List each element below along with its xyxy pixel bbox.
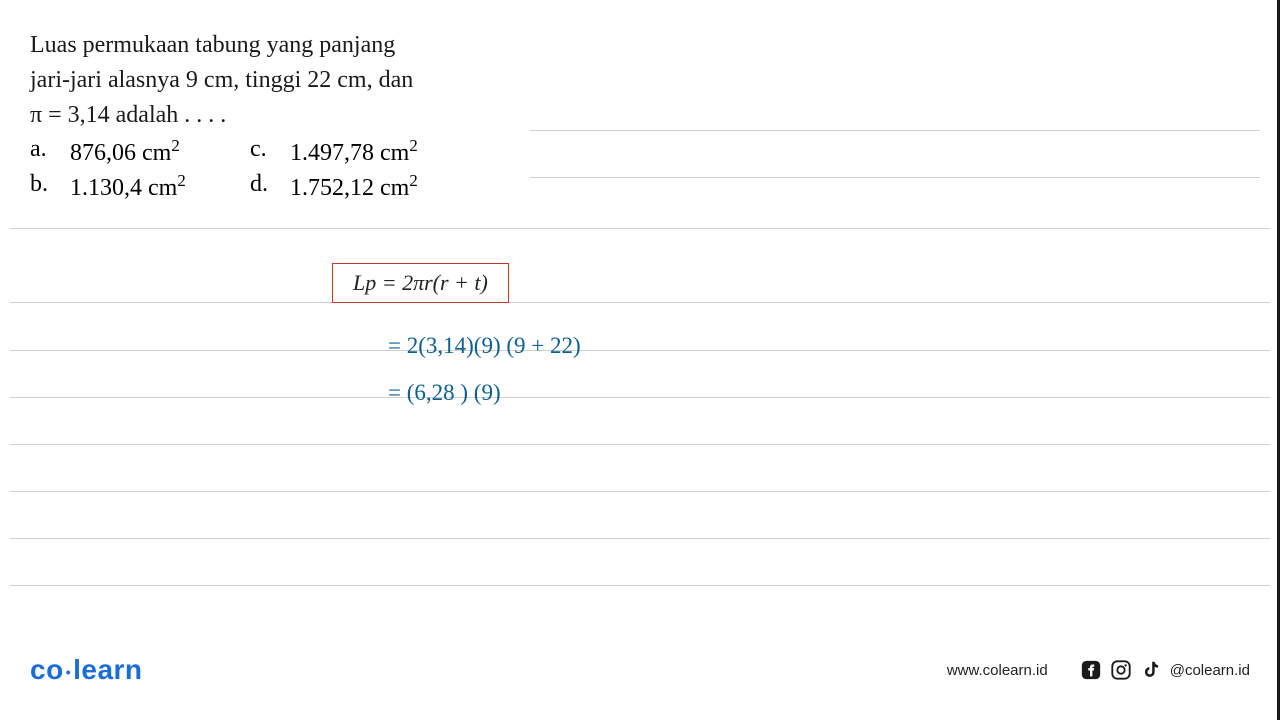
ruled-line xyxy=(10,538,1270,539)
ruled-line xyxy=(10,397,1270,398)
option-d: d. 1.752,12 cm2 xyxy=(250,171,510,202)
logo-co: co xyxy=(30,654,64,685)
option-a-label: a. xyxy=(30,136,54,167)
social-group: @colearn.id xyxy=(1080,659,1250,681)
handwriting-line-2: = (6,28 ) (9) xyxy=(388,380,501,406)
ruled-line xyxy=(10,350,1270,351)
page-root: Luas permukaan tabung yang panjang jari-… xyxy=(0,0,1280,720)
ruled-line xyxy=(10,491,1270,492)
question-line-1: Luas permukaan tabung yang panjang xyxy=(30,28,490,63)
option-a-value: 876,06 cm2 xyxy=(70,136,180,167)
ruled-line xyxy=(10,444,1270,445)
ruled-line xyxy=(530,177,1260,178)
handwriting-line-1: = 2(3,14)(9) (9 + 22) xyxy=(388,333,581,359)
brand-logo: co•learn xyxy=(30,654,143,686)
ruled-line xyxy=(10,585,1270,586)
logo-dot: • xyxy=(64,664,73,680)
question-line-2: jari-jari alasnya 9 cm, tinggi 22 cm, da… xyxy=(30,63,490,98)
logo-learn: learn xyxy=(73,654,142,685)
option-b: b. 1.130,4 cm2 xyxy=(30,171,250,202)
formula-box: Lp = 2πr(r + t) xyxy=(332,263,509,303)
tiktok-icon xyxy=(1140,659,1162,681)
option-b-label: b. xyxy=(30,171,54,202)
footer-right: www.colearn.id @colearn.id xyxy=(947,659,1250,681)
option-c-label: c. xyxy=(250,136,274,167)
facebook-icon xyxy=(1080,659,1102,681)
instagram-icon xyxy=(1110,659,1132,681)
option-b-value: 1.130,4 cm2 xyxy=(70,171,186,202)
answer-options: a. 876,06 cm2 c. 1.497,78 cm2 b. 1.130,4… xyxy=(30,136,1250,202)
option-a: a. 876,06 cm2 xyxy=(30,136,250,167)
website-url: www.colearn.id xyxy=(947,662,1048,679)
social-handle: @colearn.id xyxy=(1170,662,1250,679)
ruled-line xyxy=(530,130,1260,131)
option-d-label: d. xyxy=(250,171,274,202)
question-line-3: π = 3,14 adalah . . . . xyxy=(30,98,490,133)
ruled-line xyxy=(10,302,1270,303)
question-text: Luas permukaan tabung yang panjang jari-… xyxy=(30,28,490,132)
ruled-line xyxy=(10,228,1270,229)
option-c-value: 1.497,78 cm2 xyxy=(290,136,418,167)
option-c: c. 1.497,78 cm2 xyxy=(250,136,510,167)
formula-text: Lp = 2πr(r + t) xyxy=(353,270,488,295)
footer: co•learn www.colearn.id @colearn.id xyxy=(30,650,1250,690)
option-d-value: 1.752,12 cm2 xyxy=(290,171,418,202)
